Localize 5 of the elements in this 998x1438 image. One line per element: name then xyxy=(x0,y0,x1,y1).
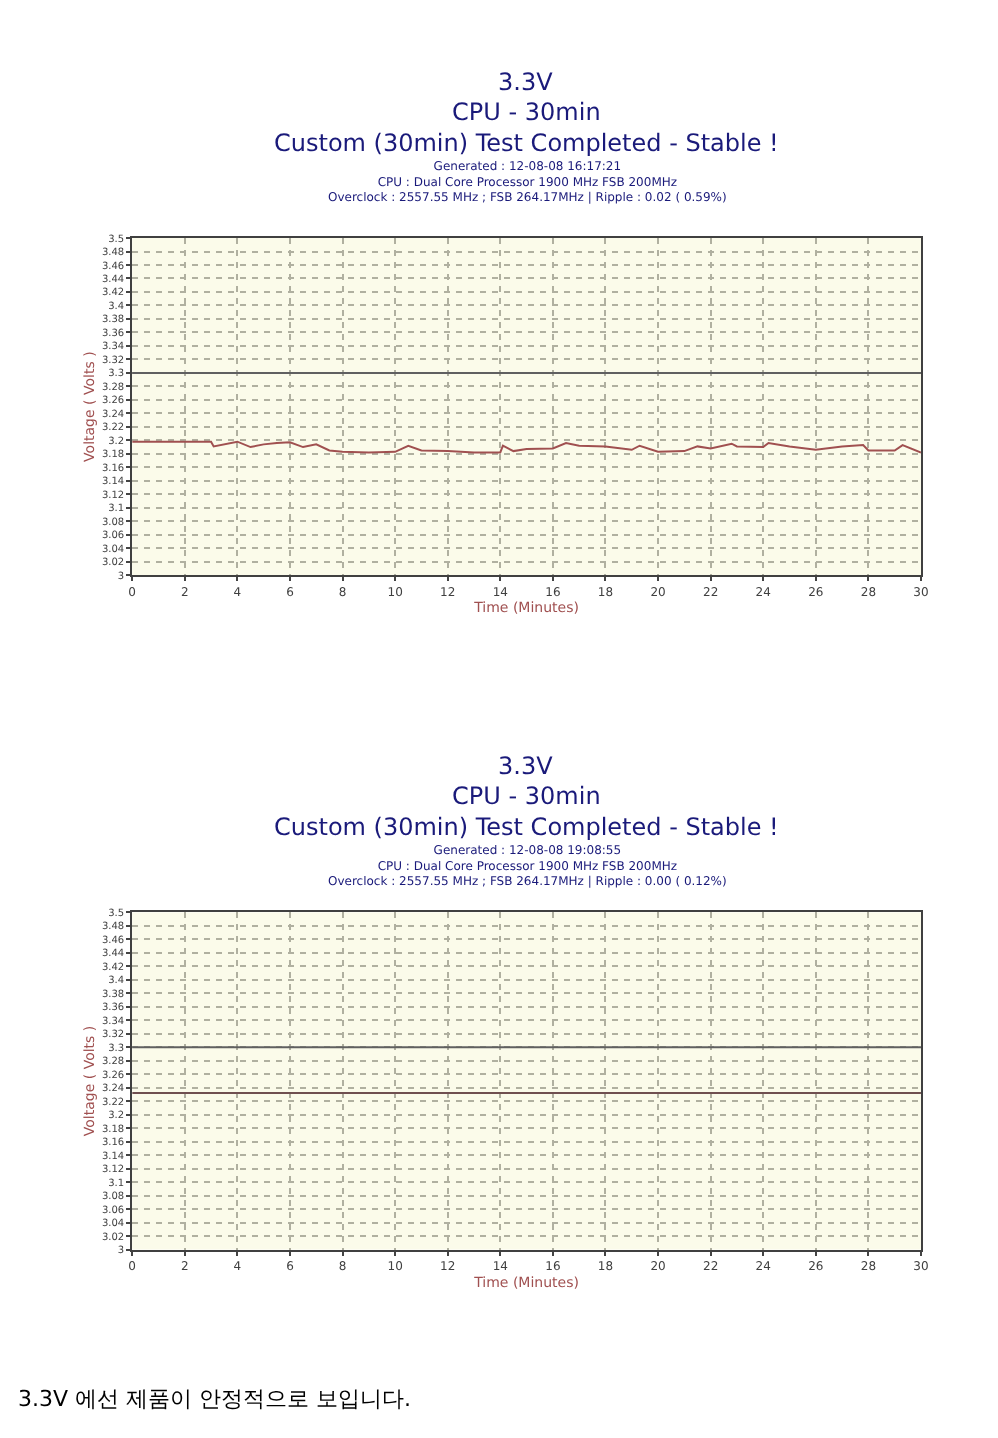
chart-subtitle: CPU - 30min Custom (30min) Test Completed - Stable ! xyxy=(274,782,779,842)
chart-subtitle: CPU - 30min Custom (30min) Test Completed - Stable ! xyxy=(274,98,779,158)
chart-title: 3.3V xyxy=(498,752,555,780)
chart-title: 3.3V xyxy=(498,68,555,96)
text: 3.3V 에선 제품이 안정적으로 보입니다. xyxy=(18,1386,412,1412)
